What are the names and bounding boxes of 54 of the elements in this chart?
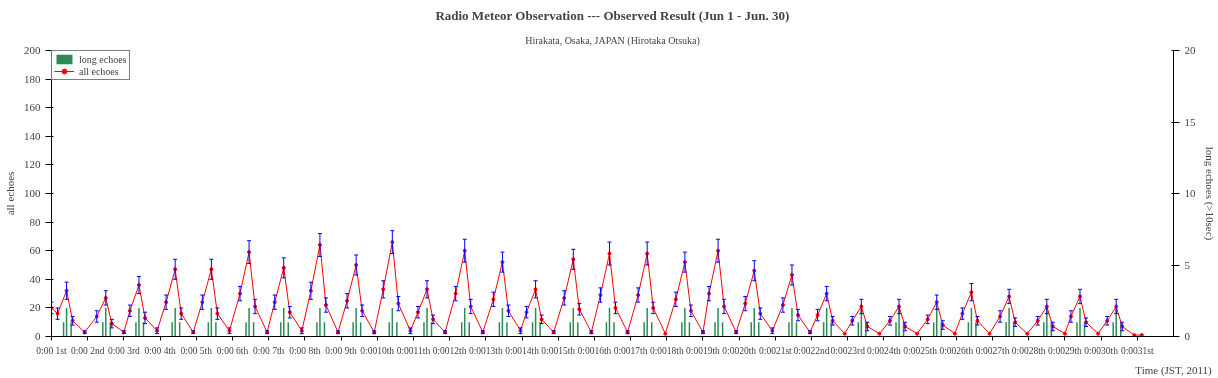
y2-tick-label: 10 — [1184, 187, 1196, 199]
x-tick-label: 0:0014th — [505, 345, 540, 356]
x-tick-label: 0:00 6th — [216, 345, 249, 356]
x-tick-label: 0:0021st — [759, 345, 793, 356]
legend-label: all echoes — [79, 65, 119, 77]
y-tick-label: 40 — [29, 272, 41, 285]
chart-title: Radio Meteor Observation --- Observed Result (Jun 1 - Jun. 30) — [435, 7, 790, 23]
x-tick-label: 0:0011th — [396, 345, 431, 356]
y-tick-label: 20 — [29, 301, 41, 314]
x-tick-label: 0:00 5th — [180, 345, 213, 356]
y-tick-label: 80 — [29, 215, 41, 228]
y2-tick-label: 0 — [1184, 330, 1191, 342]
x-tick-label: 0:0027th — [975, 345, 1010, 356]
chart-subtitle: Hirakata, Osaka, JAPAN (Hirotaka Otsuka) — [525, 34, 700, 47]
x-tick-label: 0:0024th — [867, 345, 902, 356]
x-tick-label: 0:0022nd — [793, 345, 830, 356]
x-tick-label: 0:0015th — [541, 345, 576, 356]
x-tick-label: 0:0028th — [1011, 345, 1046, 356]
x-tick-label: 0:0019th — [686, 345, 721, 356]
x-tick-label: 0:0016th — [577, 345, 612, 356]
y-tick-label: 200 — [24, 44, 41, 56]
y-tick-label: 160 — [24, 101, 41, 114]
x-tick-label: 0:0013th — [468, 345, 503, 356]
x-tick-label: 0:00 2nd — [70, 345, 105, 356]
x-axis-title: Time (JST, 2011) — [1135, 363, 1212, 377]
x-tick-label: 0:0030th — [1084, 345, 1119, 356]
x-tick-label: 0:00 7th — [252, 345, 285, 356]
x-tick-label: 0:0010th — [360, 345, 395, 356]
y-tick-label: 100 — [24, 187, 41, 199]
y2-axis-title: long echoes (>10sec) — [1202, 146, 1216, 241]
x-tick-label: 0:0025th — [903, 345, 938, 356]
x-tick-label: 0:00 1st — [36, 345, 68, 356]
y2-tick-label: 20 — [1184, 44, 1196, 56]
x-tick-label: 0:0026th — [939, 345, 974, 356]
x-tick-label: 0:0018th — [649, 345, 684, 356]
x-tick-label: 0:00 9th — [325, 345, 357, 356]
y-tick-label: 140 — [24, 129, 41, 142]
x-tick-label: 0:0012th — [432, 345, 467, 356]
x-tick-label: 0:0023rd — [830, 345, 866, 356]
x-tick-label: 0:00 8th — [289, 345, 321, 356]
x-tick-label: 0:00 3rd — [107, 345, 141, 356]
y-tick-label: 0 — [35, 330, 41, 342]
legend-label: long echoes — [79, 53, 127, 65]
y2-tick-label: 5 — [1184, 258, 1191, 271]
x-tick-label: 0:0031st — [1120, 345, 1155, 356]
y-tick-label: 120 — [24, 158, 41, 171]
y-axis-title: all echoes — [4, 171, 16, 216]
y2-tick-label: 15 — [1184, 115, 1196, 128]
x-tick-label: 0:0017th — [613, 345, 648, 356]
x-tick-label: 0:00 4th — [144, 345, 177, 356]
y-tick-label: 60 — [29, 244, 41, 257]
y-tick-label: 180 — [24, 72, 41, 85]
x-tick-label: 0:0020th — [722, 345, 757, 356]
x-tick-label: 0:0029th — [1048, 345, 1083, 356]
